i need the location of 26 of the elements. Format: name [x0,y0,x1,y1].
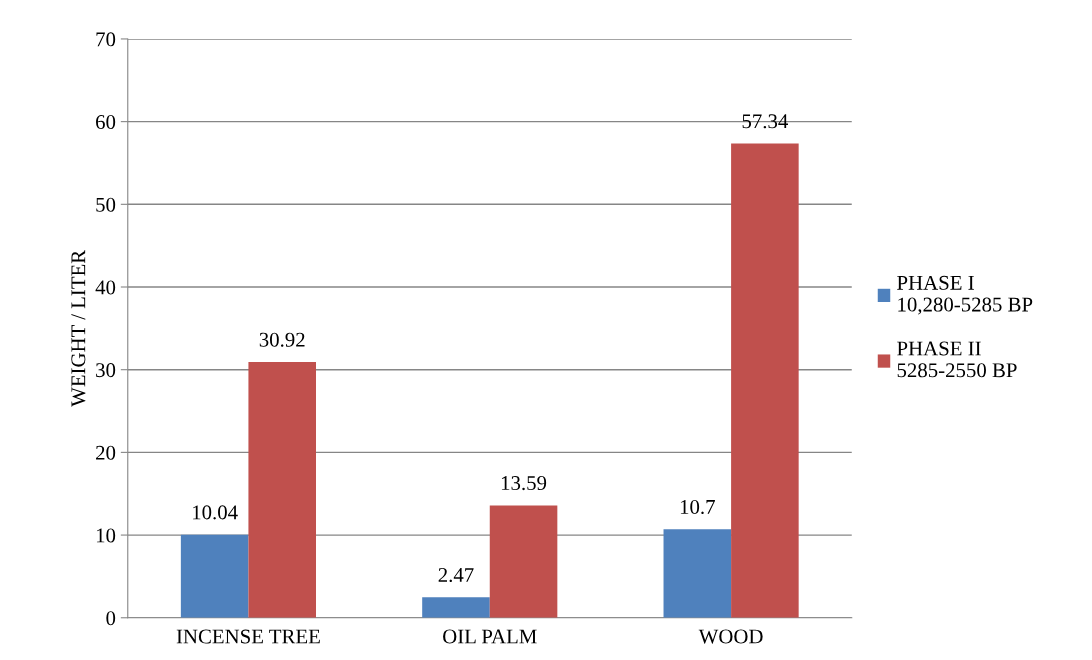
y-tick-label: 60 [96,115,116,130]
x-tick-label: INCENSE TREE [176,629,320,644]
bar [489,505,558,618]
bar [180,534,249,618]
y-tick-label: 40 [95,280,116,295]
bar [422,597,490,618]
bar [731,143,799,618]
x-tick-label: OIL PALM [443,629,537,644]
y-tick-label: 20 [96,445,116,460]
data-label: 57.34 [742,114,788,129]
y-tick-label: 50 [96,197,116,212]
data-label: 10.04 [193,505,238,520]
y-axis-title: WEIGHT / LITER [71,249,86,407]
data-label: 2.47 [438,567,474,583]
data-label: 30.92 [259,332,305,347]
bar [248,362,316,618]
y-tick-label: 10 [96,528,116,543]
data-label: 13.59 [501,476,547,491]
bar [663,529,732,618]
legend-label: PHASE I 10,280-5285 BP [897,275,1033,315]
y-tick-label: 70 [96,32,116,47]
x-tick-label: WOOD [698,629,763,644]
legend-label: PHASE II 5285-2550 BP [897,341,1017,378]
data-label: 10.7 [680,499,715,515]
y-tick-label: 0 [106,611,116,626]
y-tick-label: 30 [96,363,116,378]
